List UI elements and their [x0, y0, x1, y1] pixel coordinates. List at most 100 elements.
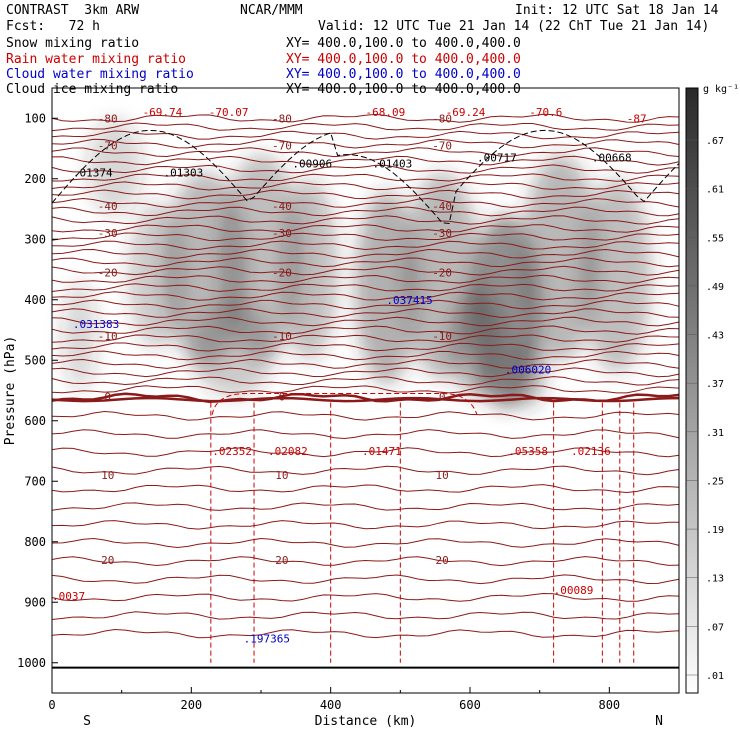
colorbar-unit: g kg⁻¹	[703, 84, 739, 95]
contour-label: -40	[432, 200, 452, 213]
contour-label: 10	[436, 469, 449, 482]
max-value-label: .00906	[292, 158, 332, 171]
y-tick-label: 900	[24, 595, 46, 609]
temperature-contour	[51, 147, 680, 158]
contour-label: 0	[279, 391, 286, 404]
max-value-label: .01403	[372, 158, 412, 171]
contour-label: 10	[101, 469, 114, 482]
temperature-contour	[51, 447, 680, 458]
max-value-label: .00089	[554, 584, 594, 597]
snow-shade-region	[504, 336, 547, 409]
colorbar-level-label: .19	[706, 525, 724, 536]
temperature-contour	[51, 325, 680, 335]
snow-shade-region	[86, 118, 143, 216]
temperature-contour	[51, 189, 680, 200]
temperature-contour	[51, 113, 680, 123]
contour-label: -70	[272, 139, 292, 152]
temperature-contour	[52, 173, 680, 182]
contour-label: -80	[272, 112, 292, 125]
legend-cloudice-xy: XY= 400.0,100.0 to 400.0,400.0	[286, 82, 521, 97]
y-tick-label: 300	[24, 232, 46, 246]
freezing-contour	[51, 396, 680, 403]
plot-frame	[51, 87, 680, 694]
temperature-contour	[51, 138, 680, 149]
colorbar-level-label: .37	[706, 379, 724, 390]
legend-cloudwater-label: Cloud water mixing ratio	[6, 67, 194, 82]
x-endpoint-north: N	[655, 714, 663, 729]
max-value-label: .197365	[244, 633, 290, 646]
max-value-label: .01374	[73, 167, 113, 180]
temperature-contour	[51, 611, 680, 620]
colorbar-gradient	[685, 87, 699, 694]
legend-rain-xy: XY= 400.0,100.0 to 400.0,400.0	[286, 52, 521, 67]
colorbar-level-label: .13	[706, 574, 724, 585]
contour-label: -20	[272, 267, 292, 280]
contour-label: 20	[275, 554, 288, 567]
colorbar: g kg⁻¹ .67 .61 .55 .49 .43 .37 .31 .25 .19 .13 .07.…	[685, 84, 739, 694]
temperature-contour	[51, 308, 680, 319]
y-tick-label: 400	[24, 293, 46, 307]
max-value-label: .00717	[477, 152, 517, 165]
temperature-contour	[51, 181, 680, 191]
temperature-contour	[51, 592, 680, 602]
x-tick-label: 0	[48, 698, 55, 712]
y-tick-label: 500	[24, 353, 46, 367]
temperature-contour	[51, 122, 680, 132]
temperature-contour	[51, 556, 680, 567]
y-tick-label: 1000	[17, 656, 46, 670]
colorbar-level-label: .01	[706, 671, 724, 682]
x-axis: 0 200 400 600 800 S N Distance (km)	[48, 687, 663, 729]
temperature-contour	[51, 358, 680, 369]
temperature-contour	[51, 232, 680, 242]
temperature-contour	[51, 367, 680, 378]
temperature-contour	[51, 155, 680, 166]
contour-label: -70	[98, 139, 118, 152]
contour-label: -30	[272, 227, 292, 240]
model-title: CONTRAST 3km ARW	[6, 3, 140, 18]
max-value-label: .02352	[212, 445, 252, 458]
max-value-label: -68.09	[366, 106, 406, 119]
x-tick-label: 400	[320, 698, 342, 712]
max-value-label: .01471	[362, 445, 402, 458]
y-tick-label: 200	[24, 172, 46, 186]
contour-label: -10	[98, 330, 118, 343]
temperature-contour	[51, 248, 680, 259]
x-axis-label: Distance (km)	[315, 714, 417, 729]
temperature-contour	[51, 520, 680, 530]
y-axis-label: Pressure (hPa)	[3, 336, 18, 446]
legend-snow-label: Snow mixing ratio	[6, 36, 140, 51]
temperature-contour	[51, 240, 680, 251]
contour-label: -30	[432, 227, 452, 240]
max-value-label: -69.24	[446, 106, 486, 119]
max-value-label: .031383	[73, 318, 119, 331]
max-value-label: -70.07	[209, 106, 249, 119]
temperature-contour	[51, 274, 680, 284]
temperature-contour	[51, 291, 680, 301]
temperature-contour	[51, 342, 680, 352]
max-value-label: .0037	[52, 590, 85, 603]
contour-label: -10	[272, 330, 292, 343]
y-tick-label: 600	[24, 414, 46, 428]
temperature-contour	[51, 197, 680, 208]
max-value-label: -69.74	[143, 106, 183, 119]
x-tick-label: 800	[598, 698, 620, 712]
snow-shade-region	[522, 154, 599, 361]
temperature-contour	[51, 164, 680, 174]
contour-label: -20	[432, 267, 452, 280]
temperature-contour	[51, 350, 680, 361]
contour-label: 10	[275, 469, 288, 482]
x-tick-label: 600	[459, 698, 481, 712]
colorbar-level-label: .67	[706, 136, 724, 147]
contour-label: 20	[101, 554, 114, 567]
y-tick-label: 100	[24, 111, 46, 125]
max-value-label: -87	[627, 112, 647, 125]
max-value-label: .01303	[163, 167, 203, 180]
temperature-contour	[51, 130, 680, 140]
x-tick-label: 200	[180, 698, 202, 712]
contour-label: -40	[272, 200, 292, 213]
contour-label: -80	[432, 112, 452, 125]
max-value-label: .05358	[508, 445, 548, 458]
legend-cloudwater-xy: XY= 400.0,100.0 to 400.0,400.0	[286, 67, 521, 82]
temperature-contour	[51, 628, 680, 639]
